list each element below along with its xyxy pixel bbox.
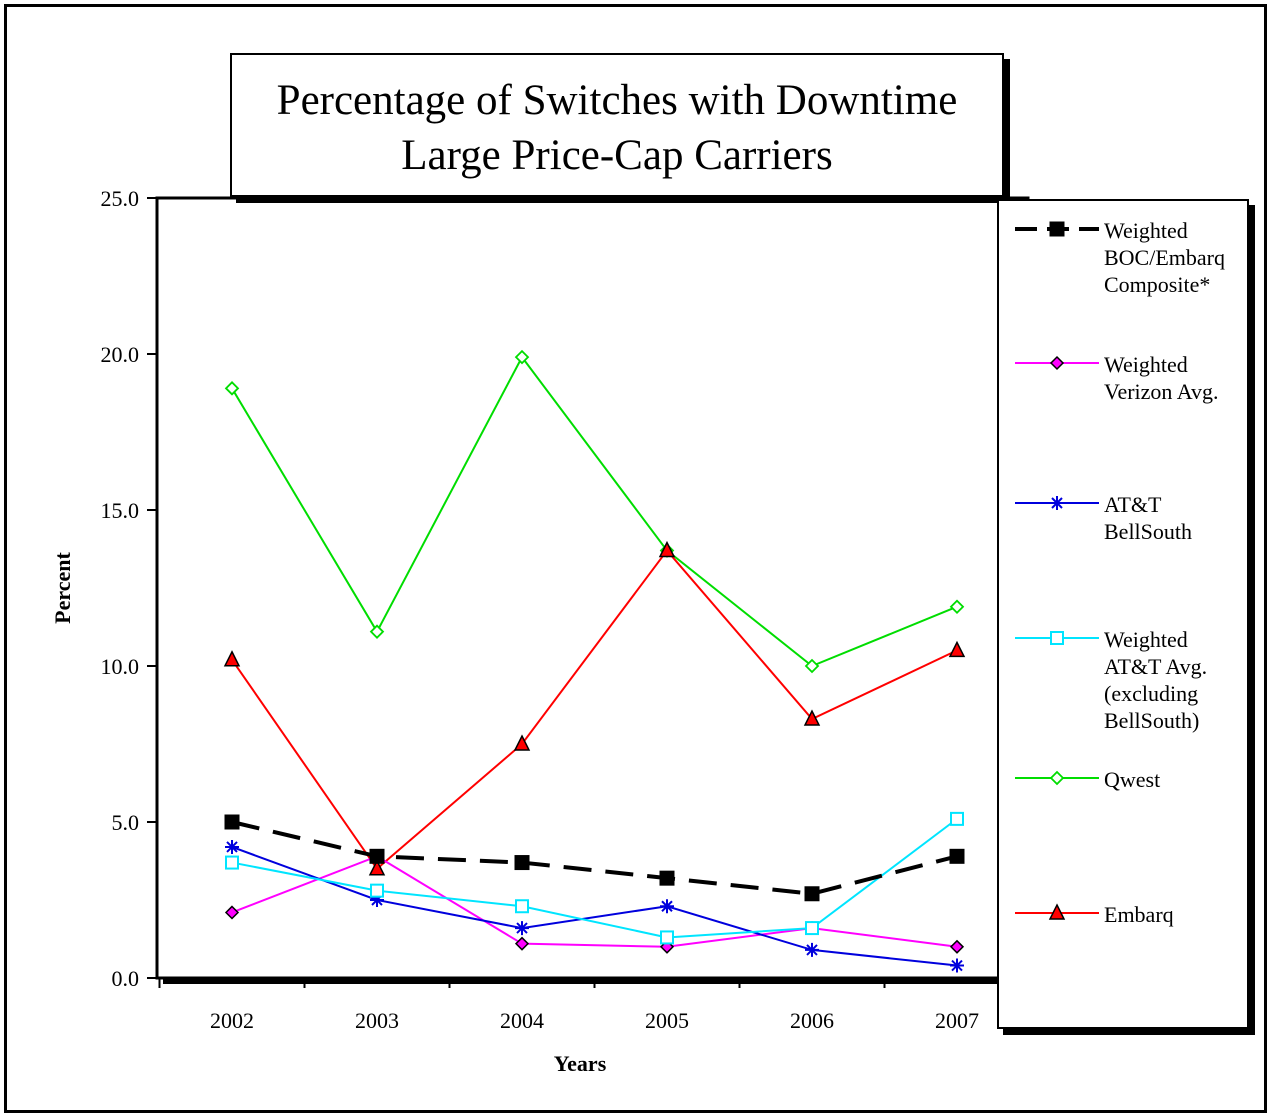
y-tick-label: 15.0	[101, 498, 140, 523]
legend-label: Weighted BOC/Embarq Composite*	[1104, 218, 1225, 297]
data-point	[369, 848, 385, 864]
x-tick-label: 2003	[355, 1008, 399, 1033]
data-point	[1050, 631, 1064, 645]
series-line	[231, 855, 958, 948]
legend-label: Weighted AT&T Avg. (excluding BellSouth)	[1104, 627, 1208, 733]
series-2	[225, 839, 964, 973]
data-point	[949, 939, 965, 954]
data-point	[805, 942, 819, 957]
legend-swatch	[1015, 496, 1099, 510]
data-point	[224, 905, 240, 920]
data-point	[949, 599, 965, 614]
legend-swatch	[1015, 221, 1099, 237]
y-tick-label: 25.0	[101, 186, 140, 211]
y-tick-label: 10.0	[101, 654, 140, 679]
series-3	[225, 811, 964, 945]
x-tick-label: 2004	[500, 1008, 544, 1033]
data-point	[370, 883, 384, 898]
series-line	[231, 820, 958, 896]
legend-swatch	[1015, 770, 1099, 786]
legend-label: Embarq	[1104, 902, 1174, 927]
chart-title-box: Percentage of Switches with Downtime Lar…	[230, 53, 1004, 197]
x-tick-label: 2005	[645, 1008, 689, 1033]
plot-border	[155, 196, 1030, 980]
legend-swatch	[1015, 903, 1099, 920]
data-point	[803, 709, 821, 726]
data-point	[225, 855, 239, 870]
series-line	[231, 818, 958, 939]
legend-label: AT&T BellSouth	[1104, 492, 1193, 544]
data-point	[1048, 903, 1066, 920]
x-axis-title: Years	[554, 1051, 607, 1076]
data-point	[514, 855, 530, 871]
series-line	[231, 355, 958, 668]
series-layer	[223, 349, 966, 973]
data-point	[515, 899, 529, 914]
x-tick-label: 2002	[210, 1008, 254, 1033]
series-4	[224, 349, 965, 674]
series-5	[223, 540, 966, 876]
data-point	[804, 658, 820, 674]
legend: Weighted BOC/Embarq Composite* Weighted V…	[997, 199, 1249, 1029]
data-point	[948, 640, 966, 658]
plot-area	[155, 196, 1034, 984]
y-tick-label: 0.0	[112, 966, 140, 991]
x-tick-label: 2006	[790, 1008, 834, 1033]
data-point	[513, 734, 531, 751]
data-point	[515, 921, 529, 936]
data-point	[659, 870, 675, 886]
data-point	[370, 893, 384, 907]
y-tick-label: 5.0	[112, 810, 140, 835]
series-line	[231, 548, 958, 871]
data-point	[1049, 355, 1065, 371]
data-point	[369, 624, 385, 639]
data-point	[804, 886, 820, 902]
data-point	[949, 848, 965, 864]
data-point	[223, 650, 241, 667]
legend-swatch	[1015, 631, 1099, 645]
data-point	[658, 540, 676, 558]
series-line	[231, 846, 958, 967]
legend-label: Qwest	[1104, 767, 1161, 792]
data-point	[660, 930, 674, 945]
data-point	[514, 936, 530, 951]
data-point	[1049, 770, 1065, 786]
series-0	[224, 814, 965, 902]
y-tick-label: 20.0	[101, 342, 140, 367]
data-point	[514, 349, 530, 365]
data-point	[1049, 221, 1065, 237]
data-point	[224, 381, 240, 396]
chart-title: Percentage of Switches with Downtime	[276, 77, 958, 124]
data-point	[225, 839, 239, 854]
data-point	[950, 811, 964, 826]
data-point	[950, 958, 964, 973]
data-point	[1050, 496, 1064, 510]
data-point	[224, 814, 240, 830]
chart-subtitle: Large Price-Cap Carriers	[401, 132, 833, 179]
legend-label: Weighted Verizon Avg.	[1104, 352, 1219, 404]
tick-labels: 0.0 5.0 10.0 15.0 20.0 25.0 2002 2003 2004 2005 20…	[101, 186, 980, 1033]
data-point	[805, 921, 819, 936]
x-tick-label: 2007	[935, 1008, 979, 1033]
data-point	[368, 859, 386, 876]
legend-swatch	[1015, 355, 1099, 371]
data-point	[660, 899, 674, 914]
y-axis-title: Percent	[50, 552, 75, 624]
